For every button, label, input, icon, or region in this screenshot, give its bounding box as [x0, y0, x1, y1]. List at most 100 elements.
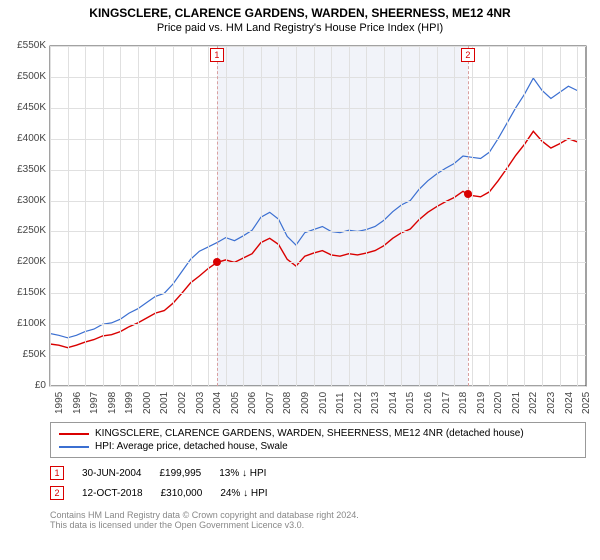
- footer-line-2: This data is licensed under the Open Gov…: [50, 520, 586, 530]
- x-tick-label: 2009: [300, 392, 311, 414]
- y-tick-label: £50K: [23, 349, 46, 360]
- x-tick-label: 2025: [581, 392, 592, 414]
- gridline-x: [278, 46, 279, 386]
- gridline-x: [472, 46, 473, 386]
- x-tick-label: 2013: [370, 392, 381, 414]
- plot-area: 12: [50, 46, 586, 386]
- gridline-y: [50, 46, 586, 47]
- gridline-y: [50, 262, 586, 263]
- legend-label-property: KINGSCLERE, CLARENCE GARDENS, WARDEN, SH…: [95, 428, 524, 439]
- x-tick-label: 2021: [511, 392, 522, 414]
- gridline-x: [243, 46, 244, 386]
- gridline-y: [50, 386, 586, 387]
- transaction-price-2: £310,000: [161, 488, 203, 499]
- legend-swatch-property: [59, 433, 89, 435]
- transaction-price-1: £199,995: [159, 468, 201, 479]
- transaction-dot: [213, 258, 221, 266]
- y-tick-label: £250K: [17, 225, 46, 236]
- transaction-delta-2: 24% ↓ HPI: [220, 488, 267, 499]
- transaction-flag-2: 2: [50, 486, 64, 500]
- x-tick-label: 2016: [423, 392, 434, 414]
- x-tick-label: 1999: [124, 392, 135, 414]
- x-tick-label: 2020: [493, 392, 504, 414]
- x-tick-label: 2006: [247, 392, 258, 414]
- transaction-vline: [217, 46, 218, 386]
- transaction-row-1: 1 30-JUN-2004 £199,995 13% ↓ HPI: [50, 466, 586, 480]
- y-tick-label: £450K: [17, 102, 46, 113]
- x-tick-label: 2018: [458, 392, 469, 414]
- gridline-x: [454, 46, 455, 386]
- transaction-flag-marker: 1: [210, 48, 224, 62]
- gridline-x: [314, 46, 315, 386]
- transaction-delta-1: 13% ↓ HPI: [219, 468, 266, 479]
- gridline-x: [560, 46, 561, 386]
- gridline-x: [155, 46, 156, 386]
- x-tick-label: 2010: [318, 392, 329, 414]
- x-tick-label: 2012: [353, 392, 364, 414]
- transaction-date-1: 30-JUN-2004: [82, 468, 141, 479]
- gridline-x: [542, 46, 543, 386]
- gridline-x: [489, 46, 490, 386]
- gridline-x: [50, 46, 51, 386]
- chart-title: KINGSCLERE, CLARENCE GARDENS, WARDEN, SH…: [0, 0, 600, 20]
- gridline-y: [50, 108, 586, 109]
- y-tick-label: £0: [35, 380, 46, 391]
- transaction-dot: [464, 190, 472, 198]
- line-chart-svg: [50, 46, 586, 386]
- gridline-x: [85, 46, 86, 386]
- legend-label-hpi: HPI: Average price, detached house, Swal…: [95, 441, 288, 452]
- legend-item-property: KINGSCLERE, CLARENCE GARDENS, WARDEN, SH…: [59, 427, 577, 440]
- footer: Contains HM Land Registry data © Crown c…: [50, 510, 586, 530]
- x-tick-label: 2023: [546, 392, 557, 414]
- gridline-x: [384, 46, 385, 386]
- y-tick-label: £100K: [17, 318, 46, 329]
- x-tick-label: 2008: [282, 392, 293, 414]
- transaction-flag-1: 1: [50, 466, 64, 480]
- gridline-x: [331, 46, 332, 386]
- x-tick-label: 2005: [230, 392, 241, 414]
- gridline-y: [50, 231, 586, 232]
- y-tick-label: £300K: [17, 195, 46, 206]
- gridline-x: [437, 46, 438, 386]
- y-tick-label: £500K: [17, 71, 46, 82]
- x-tick-label: 2004: [212, 392, 223, 414]
- x-tick-label: 2002: [177, 392, 188, 414]
- gridline-x: [401, 46, 402, 386]
- x-tick-label: 2000: [142, 392, 153, 414]
- transaction-vline: [468, 46, 469, 386]
- gridline-x: [577, 46, 578, 386]
- gridline-x: [138, 46, 139, 386]
- x-tick-label: 2022: [528, 392, 539, 414]
- gridline-x: [261, 46, 262, 386]
- legend: KINGSCLERE, CLARENCE GARDENS, WARDEN, SH…: [50, 422, 586, 458]
- gridline-x: [173, 46, 174, 386]
- x-tick-label: 2015: [405, 392, 416, 414]
- gridline-x: [120, 46, 121, 386]
- transaction-row-2: 2 12-OCT-2018 £310,000 24% ↓ HPI: [50, 486, 586, 500]
- gridline-y: [50, 324, 586, 325]
- x-tick-label: 2019: [476, 392, 487, 414]
- gridline-x: [103, 46, 104, 386]
- footer-line-1: Contains HM Land Registry data © Crown c…: [50, 510, 586, 520]
- x-tick-label: 1998: [107, 392, 118, 414]
- gridline-y: [50, 293, 586, 294]
- gridline-y: [50, 170, 586, 171]
- gridline-x: [524, 46, 525, 386]
- chart-subtitle: Price paid vs. HM Land Registry's House …: [0, 20, 600, 34]
- y-tick-label: £400K: [17, 133, 46, 144]
- x-tick-label: 2011: [335, 392, 346, 414]
- gridline-x: [366, 46, 367, 386]
- x-tick-label: 2001: [159, 392, 170, 414]
- transaction-flag-marker: 2: [461, 48, 475, 62]
- x-tick-label: 2017: [441, 392, 452, 414]
- y-tick-label: £200K: [17, 256, 46, 267]
- gridline-x: [296, 46, 297, 386]
- gridline-y: [50, 139, 586, 140]
- legend-item-hpi: HPI: Average price, detached house, Swal…: [59, 440, 577, 453]
- x-tick-label: 2024: [564, 392, 575, 414]
- y-tick-label: £150K: [17, 287, 46, 298]
- gridline-y: [50, 355, 586, 356]
- gridline-x: [419, 46, 420, 386]
- x-tick-label: 1996: [72, 392, 83, 414]
- x-tick-label: 2007: [265, 392, 276, 414]
